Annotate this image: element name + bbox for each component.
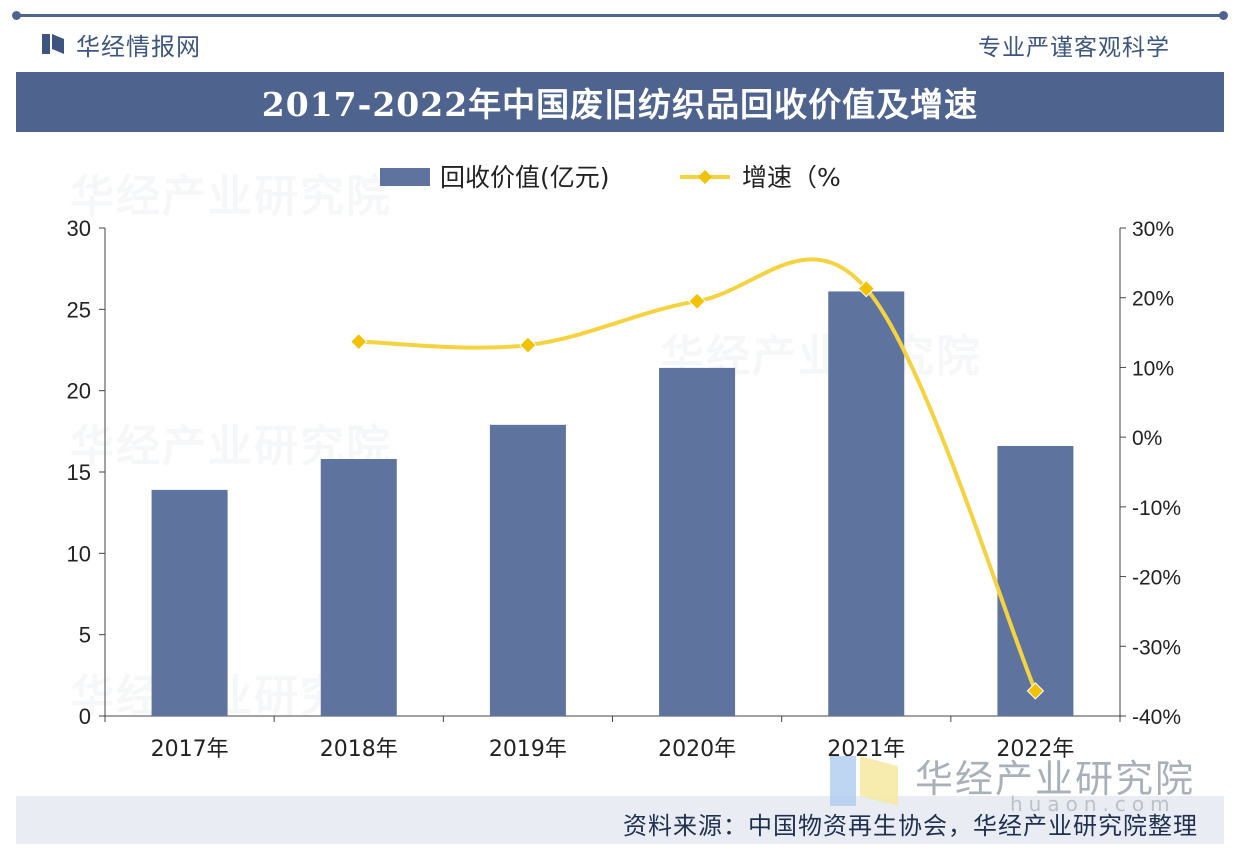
slogan: 专业严谨客观科学	[978, 35, 1170, 61]
y-left-tick-label: 20	[67, 379, 91, 404]
legend-bar-swatch	[380, 168, 430, 186]
x-tick-label: 2019年	[489, 737, 567, 762]
y-right-tick-label: -10%	[1132, 497, 1181, 520]
chart-title: 2017-2022年中国废旧纺织品回收价值及增速	[261, 85, 979, 124]
legend-bar-label: 回收价值(亿元)	[440, 163, 610, 192]
y-left-tick-label: 10	[67, 541, 91, 566]
bar-2019年	[489, 424, 566, 716]
watermark-url: huaon.com	[1010, 792, 1176, 816]
y-right-tick-label: 0%	[1132, 427, 1162, 450]
bar-2020年	[659, 367, 736, 716]
brand-logo-icon	[42, 34, 64, 54]
y-left-tick-label: 0	[79, 704, 91, 729]
brand-name: 华经情报网	[76, 32, 201, 61]
growth-point	[350, 332, 368, 351]
growth-line	[356, 257, 1038, 693]
x-tick-label: 2017年	[151, 737, 229, 762]
y-right-tick-label: -40%	[1132, 706, 1181, 729]
background-watermark: 华经产业研究院	[70, 171, 392, 222]
y-left-tick-label: 5	[79, 623, 91, 648]
y-left-tick-label: 30	[67, 216, 91, 241]
growth-point	[519, 336, 537, 354]
x-tick-label: 2020年	[658, 737, 736, 762]
watermark-text: 华经产业研究院	[915, 757, 1196, 801]
y-right-tick-label: -20%	[1132, 567, 1181, 590]
x-tick-label: 2022年	[996, 737, 1074, 762]
growth-point	[857, 279, 875, 298]
growth-point	[1026, 682, 1045, 700]
legend-line-label: 增速（%	[742, 163, 841, 192]
bar-2017年	[151, 489, 228, 716]
source-bar	[16, 796, 1224, 844]
y-left-tick-label: 15	[67, 460, 91, 485]
y-right-tick-label: 10%	[1132, 357, 1174, 380]
y-right-tick-label: -30%	[1132, 636, 1181, 659]
bar-2018年	[320, 458, 397, 716]
y-left-tick-label: 25	[67, 297, 91, 322]
bar-2021年	[828, 291, 905, 716]
y-right-tick-label: 20%	[1132, 288, 1174, 311]
y-right-tick-label: 30%	[1132, 218, 1174, 241]
brand: 华经情报网	[40, 28, 201, 61]
growth-point	[688, 292, 706, 310]
bar-2022年	[997, 445, 1074, 716]
watermark-logo-icon	[830, 756, 898, 806]
legend-line-marker	[698, 170, 712, 184]
source-note: 资料来源：中国物资再生协会，华经产业研究院整理	[623, 812, 1198, 840]
x-tick-label: 2018年	[320, 737, 398, 762]
title-bar: 2017-2022年中国废旧纺织品回收价值及增速	[16, 72, 1224, 132]
